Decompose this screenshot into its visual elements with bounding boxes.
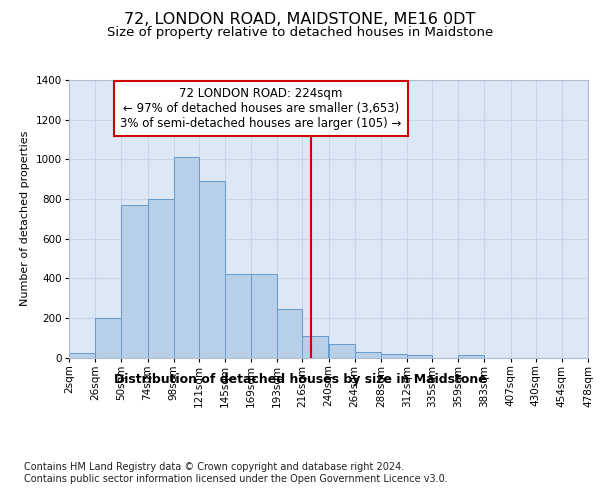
Bar — [69, 352, 95, 358]
Text: 72, LONDON ROAD, MAIDSTONE, ME16 0DT: 72, LONDON ROAD, MAIDSTONE, ME16 0DT — [124, 12, 476, 28]
Text: 72 LONDON ROAD: 224sqm
← 97% of detached houses are smaller (3,653)
3% of semi-d: 72 LONDON ROAD: 224sqm ← 97% of detached… — [121, 87, 402, 130]
Bar — [355, 352, 381, 358]
Bar — [407, 354, 432, 358]
Bar — [251, 274, 277, 357]
Bar — [173, 158, 199, 358]
Text: Contains public sector information licensed under the Open Government Licence v3: Contains public sector information licen… — [24, 474, 448, 484]
Bar — [329, 344, 355, 357]
Text: Distribution of detached houses by size in Maidstone: Distribution of detached houses by size … — [113, 372, 487, 386]
Text: Size of property relative to detached houses in Maidstone: Size of property relative to detached ho… — [107, 26, 493, 39]
Bar — [199, 181, 225, 358]
Bar — [121, 205, 148, 358]
Y-axis label: Number of detached properties: Number of detached properties — [20, 131, 30, 306]
Bar — [302, 336, 329, 357]
Bar — [148, 199, 173, 358]
Bar — [381, 354, 407, 358]
Bar — [458, 354, 484, 358]
Text: Contains HM Land Registry data © Crown copyright and database right 2024.: Contains HM Land Registry data © Crown c… — [24, 462, 404, 472]
Bar — [277, 309, 302, 358]
Bar — [95, 318, 121, 358]
Bar — [225, 274, 251, 357]
